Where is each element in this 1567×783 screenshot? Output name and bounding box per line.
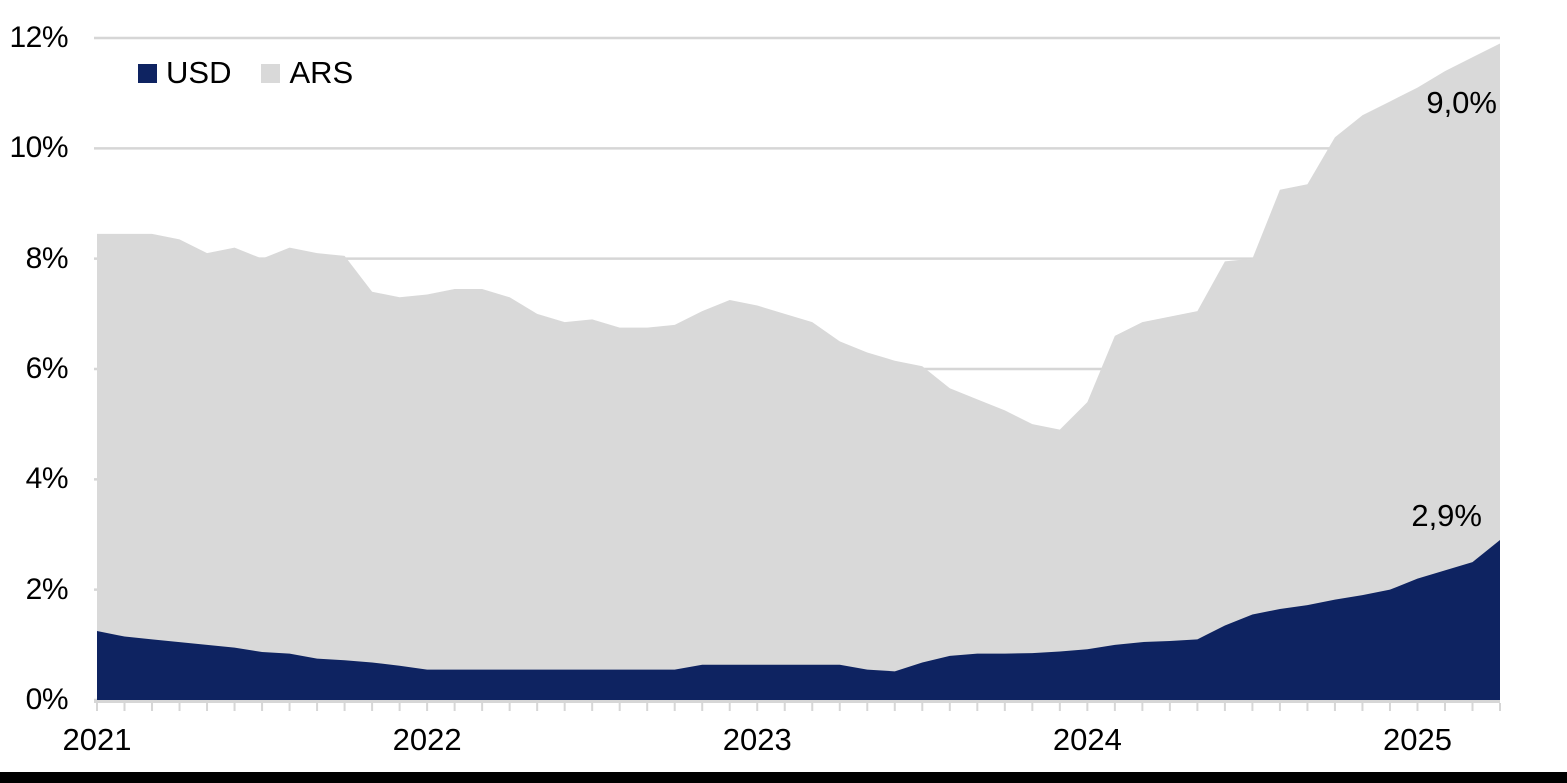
y-axis-tick-label: 6%: [25, 352, 69, 385]
usd-legend-swatch-icon: [138, 63, 157, 83]
ars-area-series: [97, 43, 1500, 701]
y-axis-tick-label: 0%: [25, 683, 69, 716]
x-axis-year-label: 2023: [722, 722, 792, 757]
x-axis-year-label: 2024: [1052, 722, 1122, 757]
bottom-border-bar: [0, 772, 1567, 783]
y-axis-tick-label: 4%: [25, 462, 69, 496]
y-axis-tick-label: 8%: [25, 241, 69, 275]
y-axis-tick-label: 2%: [25, 572, 69, 606]
ars-end-data-label: 9,0%: [1426, 85, 1497, 120]
y-axis-tick-label: 10%: [9, 131, 68, 165]
usd-legend-label: USD: [166, 55, 232, 90]
x-axis-year-label: 2025: [1382, 722, 1452, 757]
usd-end-data-label: 2,9%: [1411, 498, 1482, 533]
ars-legend-swatch-icon: [261, 63, 281, 83]
legend-item-ars: ARS: [261, 56, 353, 90]
ars-legend-label: ARS: [289, 55, 354, 90]
x-axis-year-label: 2021: [62, 722, 132, 757]
legend-item-usd: USD: [138, 56, 231, 90]
y-axis-tick-label: 12%: [9, 21, 68, 54]
legend: USD ARS: [138, 56, 353, 90]
x-axis-year-label: 2022: [392, 722, 462, 757]
usd-area-series: [97, 540, 1500, 700]
